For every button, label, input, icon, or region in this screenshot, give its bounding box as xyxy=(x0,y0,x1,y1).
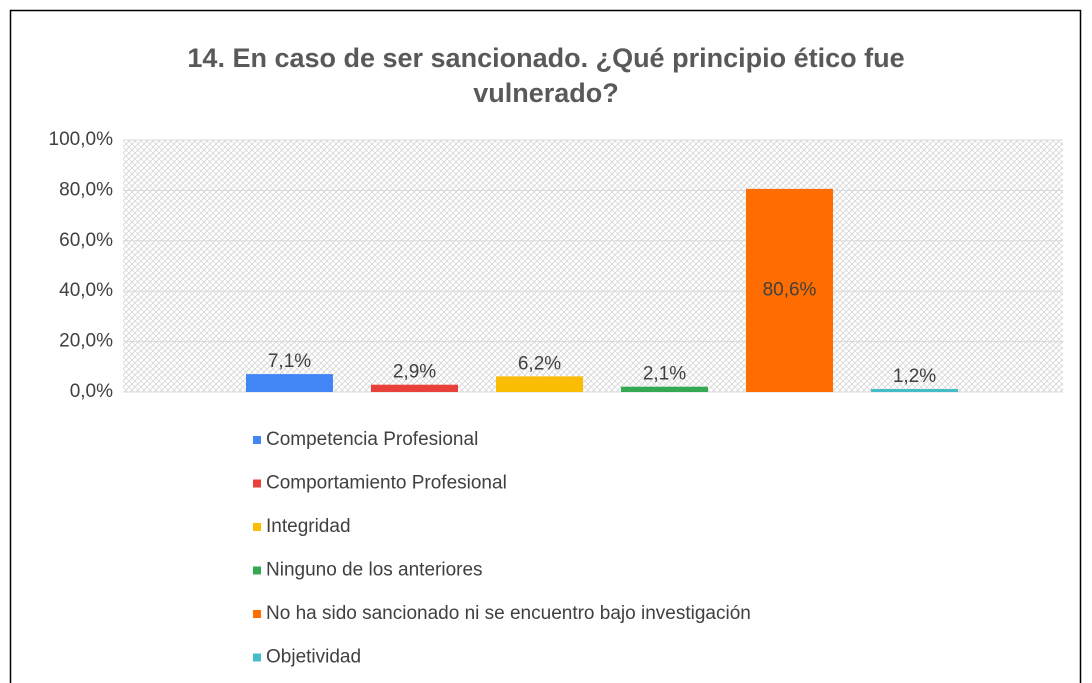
y-tick-label: 80,0% xyxy=(59,179,113,200)
legend-swatch xyxy=(253,610,261,618)
legend-label: Comportamiento Profesional xyxy=(266,473,507,494)
data-label: 80,6% xyxy=(763,279,817,300)
legend-swatch xyxy=(253,479,261,488)
legend-swatch xyxy=(253,523,261,531)
y-tick-label: 100,0% xyxy=(49,129,114,150)
plot-area xyxy=(123,140,1063,392)
data-label: 1,2% xyxy=(893,366,936,387)
bar xyxy=(246,374,333,392)
data-label: 2,9% xyxy=(393,362,436,383)
y-tick-label: 60,0% xyxy=(59,230,113,251)
y-tick-label: 0,0% xyxy=(70,381,113,402)
y-tick-label: 40,0% xyxy=(59,280,113,301)
frame xyxy=(9,9,1082,683)
legend-swatch xyxy=(253,436,261,444)
data-label: 2,1% xyxy=(643,364,686,385)
y-tick-label: 20,0% xyxy=(59,331,113,352)
bar xyxy=(871,388,958,392)
legend-label: Objetividad xyxy=(266,647,361,668)
legend-label: Ninguno de los anteriores xyxy=(266,560,483,581)
bar xyxy=(371,384,458,392)
chart-title: 14. En caso de ser sancionado. ¿Qué prin… xyxy=(187,43,904,108)
bar xyxy=(746,188,833,392)
legend-label: No ha sido sancionado ni se encuentro ba… xyxy=(266,603,751,624)
legend-swatch xyxy=(253,653,261,662)
data-label: 7,1% xyxy=(268,351,311,372)
legend-label: Integridad xyxy=(266,516,351,537)
bar xyxy=(496,376,583,392)
legend-label: Competencia Profesional xyxy=(266,429,478,450)
legend-swatch xyxy=(253,566,261,575)
data-label: 6,2% xyxy=(518,353,561,374)
bar xyxy=(621,386,708,392)
